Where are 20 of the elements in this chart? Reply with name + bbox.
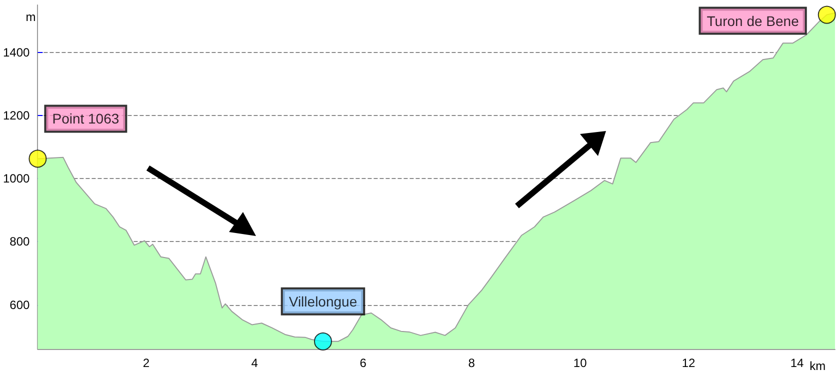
x-tick-label: 10 — [573, 356, 588, 370]
y-tick-label: 1200 — [2, 108, 30, 122]
annotation: Turon de Bene — [706, 12, 800, 29]
x-tick-label: 2 — [142, 356, 150, 370]
x-tick-label: 8 — [468, 356, 476, 370]
point — [28, 150, 47, 168]
x-tick-label: 14 — [790, 356, 804, 370]
y-tick-label: 1000 — [2, 172, 30, 186]
x-tick-label: 6 — [360, 356, 367, 370]
x-axis-title: km — [810, 359, 826, 373]
x-tick-label: 4 — [251, 356, 258, 370]
annotation: Villelongue — [288, 293, 358, 310]
y-tick-label: 1400 — [2, 45, 30, 60]
x-tick-label: 12 — [682, 356, 696, 370]
annotation: Point 1063 — [52, 110, 120, 127]
point — [818, 6, 836, 24]
point — [314, 332, 332, 350]
y-tick-label: 800 — [10, 234, 30, 249]
y-tick-label: 600 — [10, 298, 30, 312]
y-axis-title: m — [26, 10, 36, 24]
